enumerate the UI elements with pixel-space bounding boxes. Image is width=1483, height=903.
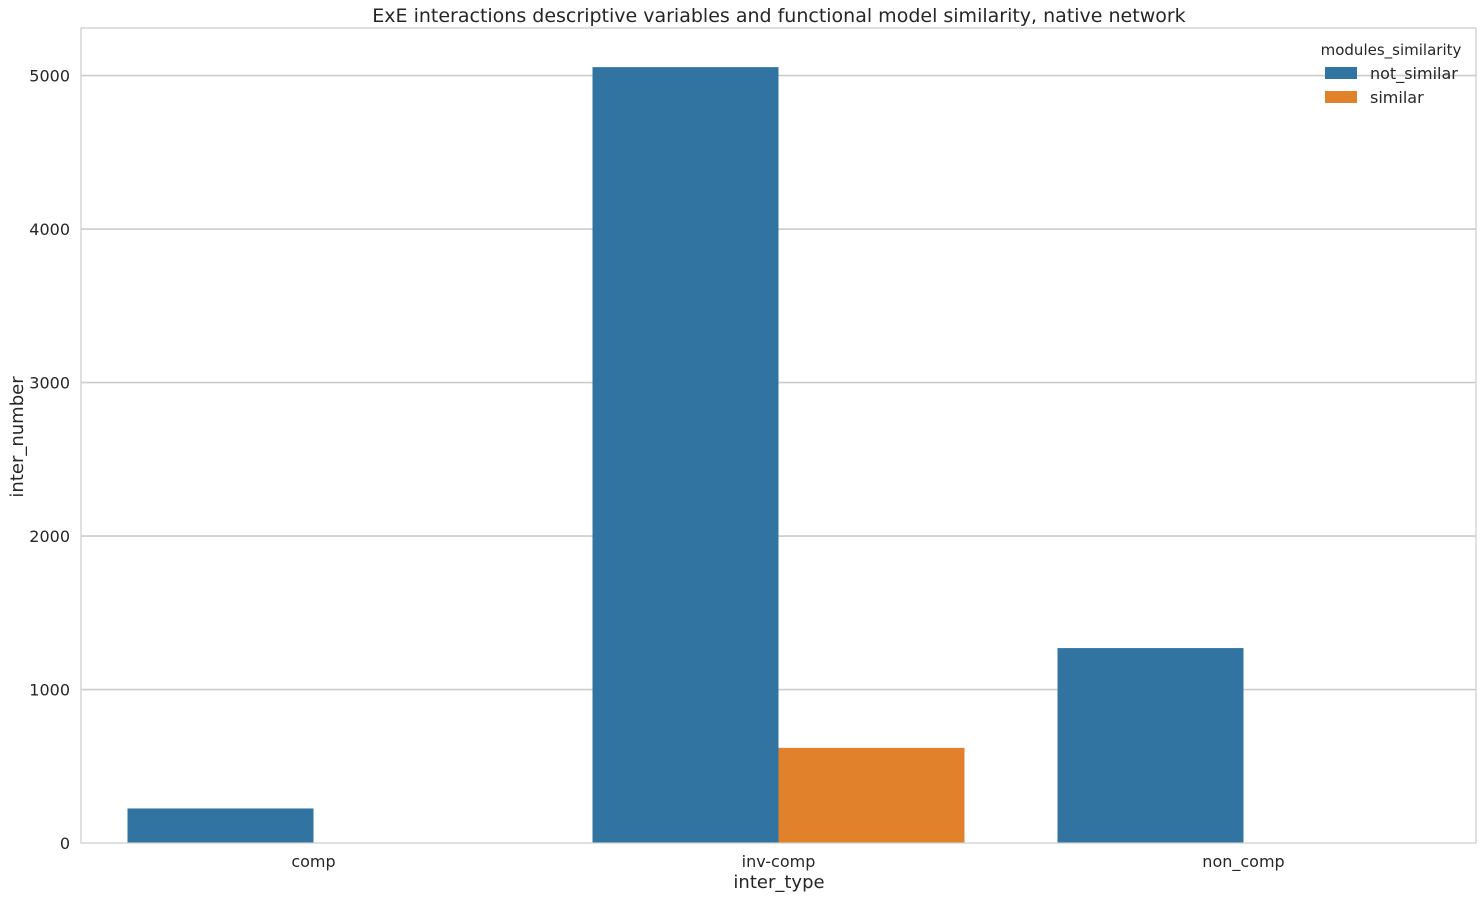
chart-title: ExE interactions descriptive variables a…	[372, 5, 1185, 27]
y-tick-label: 1000	[29, 681, 70, 700]
y-tick-label: 2000	[29, 527, 70, 546]
bar-not-similar-non-comp	[1057, 648, 1244, 843]
legend-swatch	[1325, 67, 1357, 79]
legend-swatch	[1325, 91, 1357, 103]
y-tick-label: 3000	[29, 374, 70, 393]
y-tick-label: 4000	[29, 220, 70, 239]
x-axis-ticks: comp inv-comp non_comp	[291, 852, 1284, 872]
y-tick-label: 0	[60, 834, 70, 853]
legend-label: similar	[1370, 88, 1424, 107]
y-axis-ticks: 0 1000 2000 3000 4000 5000	[29, 67, 70, 853]
bars	[127, 67, 1244, 843]
x-tick-label: inv-comp	[742, 852, 816, 871]
bar-not-similar-inv-comp	[592, 67, 779, 843]
x-tick-label: non_comp	[1202, 852, 1284, 872]
x-tick-label: comp	[291, 852, 335, 871]
legend-label: not_similar	[1370, 64, 1458, 84]
bar-not-similar-comp	[127, 808, 314, 843]
plot-frame	[80, 27, 1477, 844]
y-axis-label: inter_number	[7, 376, 28, 498]
bar-similar-inv-comp	[778, 747, 965, 843]
legend-title: modules_similarity	[1321, 41, 1462, 60]
x-axis-label: inter_type	[733, 872, 824, 893]
y-tick-label: 5000	[29, 67, 70, 86]
